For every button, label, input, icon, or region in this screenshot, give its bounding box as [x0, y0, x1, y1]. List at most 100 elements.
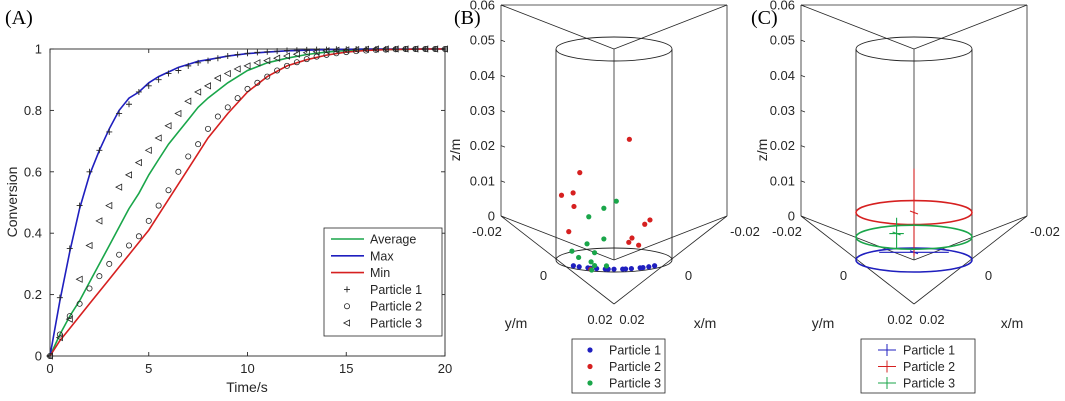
- panel-c-z-tick-mark: [800, 215, 806, 218]
- panel-c-z-tick-label: 0.02: [770, 138, 795, 153]
- panel-a-ticks: 0 5 10 15 20 0 0.2 0.4 0.6 0.8 1: [24, 42, 452, 377]
- panel-a-point-particle-3: [273, 54, 281, 62]
- panel-b-frame-edge: [500, 215, 615, 305]
- panel-c-legend-swatch-particle-2: [878, 360, 896, 373]
- panel-a-point-particle-2: [283, 62, 290, 69]
- panel-a-y-tick-label: 0.2: [24, 287, 42, 302]
- panel-a-point-particle-2: [185, 153, 192, 160]
- panel-c-frame-edge: [913, 215, 1028, 305]
- panel-c-legend-swatch-particle-1: [878, 344, 896, 356]
- panel-a-point-particle-1: [66, 245, 73, 252]
- panel-b-z-tick-label: 0.05: [470, 33, 495, 48]
- panel-c-x-axis-label: x/m: [1001, 315, 1024, 331]
- panel-b-x-tick-label: 0.02: [619, 312, 644, 327]
- panel-a-point-particle-2: [293, 59, 300, 66]
- panel-a-point-particle-3: [361, 45, 369, 53]
- panel-b-point-particle-2: [647, 217, 653, 223]
- panel-b-point-particle-3: [589, 267, 595, 273]
- panel-a-point-particle-1: [145, 82, 152, 89]
- panel-a-point-particle-3: [391, 45, 399, 53]
- panel-a-point-particle-1: [214, 55, 221, 62]
- panel-c-z-tick-label: 0: [788, 209, 795, 224]
- panel-c-z-tick-mark: [800, 4, 806, 7]
- panel-a-point-particle-3: [263, 57, 271, 65]
- panel-b-y-tick-label: -0.02: [472, 224, 502, 239]
- panel-a-x-tick-label: 5: [145, 361, 152, 376]
- panel-b-legend-label-particle-3: Particle 3: [609, 377, 661, 391]
- panel-c-errorbar-particle-3: [889, 217, 904, 250]
- panel-a-point-particle-2: [234, 95, 241, 102]
- panel-a-point-particle-2: [116, 251, 123, 258]
- panel-a-point-particle-2: [303, 56, 310, 63]
- panel-a-point-particle-3: [164, 122, 172, 130]
- panel-b-point-particle-2: [570, 190, 576, 196]
- panel-b-point-particle-1: [640, 264, 646, 271]
- panel-a-point-particle-2: [175, 168, 182, 175]
- panel-a-legend-label-average: Average: [370, 233, 416, 247]
- panel-c-errorbar-particle-2: [909, 168, 919, 257]
- panel-a-legend-swatch-particle-2: [343, 303, 350, 310]
- panel-a-point-particle-2: [244, 85, 251, 92]
- panel-b-z-tick-mark: [500, 215, 506, 218]
- panel-a-point-particle-1: [106, 128, 113, 135]
- panel-b-point-particle-2: [642, 221, 648, 227]
- panel-a-point-particle-3: [371, 45, 379, 53]
- panel-c-z-tick-label: 0.04: [770, 68, 795, 83]
- panel-a-y-tick-label: 0.6: [24, 164, 42, 179]
- panel-a-point-particle-3: [65, 315, 73, 323]
- panel-b-z-tick-mark: [500, 180, 506, 183]
- panel-label-b: (B): [454, 7, 481, 29]
- panel-a-point-particle-3: [282, 52, 290, 60]
- panel-c-y-tick-label: -0.02: [772, 224, 802, 239]
- panel-a-point-particle-1: [126, 101, 132, 108]
- panel-a-point-particle-3: [105, 201, 113, 210]
- panel-a-point-particle-1: [234, 51, 241, 58]
- panel-b-z-tick-mark: [500, 145, 506, 148]
- panel-a-point-particle-2: [96, 273, 103, 280]
- panel-a-point-particle-1: [185, 62, 192, 69]
- panel-a-point-particle-1: [264, 48, 271, 55]
- panel-a-point-particle-3: [381, 45, 389, 53]
- panel-c-legend-label-particle-1: Particle 1: [903, 344, 955, 358]
- panel-a-point-particle-2: [224, 104, 231, 111]
- panel-b-z-tick-label: 0.03: [470, 103, 495, 118]
- panel-a-y-tick-label: 0.8: [24, 103, 42, 118]
- panel-b-point-particle-3: [576, 254, 582, 261]
- panel-a-legend-label-min: Min: [370, 266, 390, 280]
- panel-c-x-tick-label: 0: [985, 268, 992, 283]
- panel-a-point-particle-3: [75, 275, 83, 283]
- panel-c-y-axis-label: y/m: [812, 315, 835, 331]
- panel-a-y-axis-label: Conversion: [4, 167, 20, 238]
- panel-a-y-tick-label: 0.4: [24, 226, 42, 241]
- panel-c-z-tick-label: 0.03: [770, 103, 795, 118]
- panel-a-point-particle-3: [144, 146, 152, 154]
- panel-c-legend-label-particle-2: Particle 2: [903, 360, 955, 374]
- panel-b-frame: [500, 4, 728, 305]
- panel-b-y-tick-label: 0.02: [587, 312, 612, 327]
- panel-label-c: (C): [751, 7, 778, 29]
- panel-c-legend: Particle 1 Particle 2 Particle 3: [860, 338, 976, 394]
- panel-c-x-tick-label: -0.02: [1030, 224, 1060, 239]
- panel-c-legend-label-particle-3: Particle 3: [903, 377, 955, 391]
- panel-a-x-tick-label: 0: [46, 361, 53, 376]
- panel-c-frame-edge: [913, 215, 1028, 261]
- panel-b-y-tick-label: 0: [540, 268, 547, 283]
- panel-a-point-particle-2: [264, 73, 271, 80]
- panel-a-point-particle-2: [145, 217, 152, 224]
- panel-a-point-particle-3: [292, 50, 300, 58]
- panel-b-x-tick-label: -0.02: [730, 224, 760, 239]
- panel-a-point-particle-3: [352, 45, 360, 54]
- panel-b-legend-label-particle-2: Particle 2: [609, 360, 661, 374]
- panel-a-point-particle-1: [96, 147, 103, 154]
- panel-a-point-particle-1: [224, 53, 231, 60]
- panel-a-point-particle-1: [155, 76, 162, 83]
- panel-a-point-particle-3: [55, 333, 63, 342]
- panel-a-point-particle-3: [411, 45, 419, 53]
- panel-b-point-particle-2: [558, 192, 565, 198]
- panel-b-point-particle-1: [623, 266, 629, 272]
- panel-c-frame: [800, 4, 1028, 305]
- panel-a-point-particle-1: [116, 110, 123, 117]
- panel-a-point-particle-3: [332, 46, 340, 54]
- panel-a-point-particle-3: [401, 45, 409, 53]
